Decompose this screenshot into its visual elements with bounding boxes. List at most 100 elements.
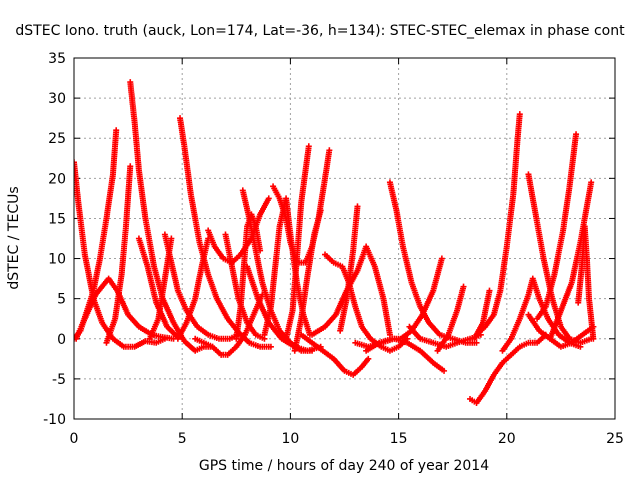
marker-trail: [145, 265, 159, 304]
marker-trail: [343, 368, 354, 377]
marker-trail: [418, 349, 435, 365]
series-6: [135, 235, 181, 341]
marker-trail: [491, 289, 503, 316]
marker-trail: [112, 273, 125, 320]
marker-trail: [175, 289, 189, 312]
marker-trail: [380, 344, 391, 353]
marker-trail: [492, 361, 505, 377]
y-tick-label: 10: [48, 252, 66, 268]
x-tick-label: 15: [390, 431, 408, 447]
series-24: [309, 243, 393, 338]
marker-trail: [268, 265, 278, 308]
marker-trail: [560, 340, 573, 349]
marker-trail: [525, 173, 538, 212]
y-tick-label: 15: [48, 211, 66, 227]
marker-trail: [240, 189, 252, 220]
data-point: [74, 159, 77, 166]
marker-trail: [283, 217, 293, 244]
marker-trail: [126, 313, 141, 329]
chart-title: dSTEC Iono. truth (auck, Lon=174, Lat=-3…: [15, 23, 625, 39]
marker-trail: [168, 261, 181, 292]
marker-trail: [97, 217, 110, 260]
marker-trail: [497, 245, 510, 292]
marker-trail: [90, 257, 103, 292]
x-axis-label: GPS time / hours of day 240 of year 2014: [199, 458, 489, 474]
marker-trail: [566, 133, 579, 188]
marker-trail: [182, 339, 197, 353]
marker-trail: [332, 260, 344, 269]
data-point: [365, 355, 372, 362]
marker-trail: [298, 273, 311, 320]
marker-trail: [298, 169, 309, 204]
marker-trail: [581, 225, 590, 260]
marker-trail: [254, 332, 266, 341]
marker-trail: [323, 253, 335, 264]
marker-trail: [584, 181, 594, 208]
marker-trail: [548, 337, 563, 349]
marker-trail: [175, 321, 189, 340]
series-2: [74, 127, 120, 342]
marker-trail: [432, 361, 446, 373]
marker-trail: [155, 336, 166, 345]
data-point: [516, 111, 523, 118]
marker-trail: [407, 325, 422, 341]
marker-trail: [103, 173, 116, 220]
marker-trail: [272, 225, 283, 268]
x-tick-label: 0: [70, 431, 79, 447]
series-8: [161, 231, 242, 342]
marker-trail: [518, 340, 530, 349]
series-20: [291, 207, 324, 354]
marker-trail: [517, 293, 531, 320]
marker-trail: [535, 305, 548, 320]
data-point: [588, 179, 595, 186]
marker-trail: [82, 293, 98, 320]
y-tick-label: 20: [48, 171, 66, 187]
marker-trail: [526, 313, 542, 332]
marker-trail: [199, 237, 211, 268]
marker-trail: [226, 345, 238, 357]
y-tick-label: -5: [52, 372, 66, 388]
data-point: [590, 335, 597, 342]
marker-trail: [267, 321, 284, 341]
y-tick-label: 5: [57, 292, 66, 308]
series-10: [174, 235, 212, 342]
marker-trail: [558, 281, 574, 312]
grid: [74, 58, 615, 419]
marker-trail: [332, 357, 347, 373]
marker-trail: [229, 265, 242, 300]
marker-trail: [244, 265, 261, 300]
series-32: [473, 111, 523, 338]
marker-trail: [509, 317, 522, 340]
marker-trail: [184, 297, 198, 324]
marker-trail: [380, 297, 393, 336]
marker-trail: [311, 209, 324, 236]
marker-trail: [360, 357, 370, 369]
y-tick-label: 25: [48, 131, 66, 147]
marker-trail: [181, 145, 194, 196]
marker-trail: [220, 351, 229, 358]
marker-trail: [133, 339, 147, 349]
marker-trail: [137, 324, 153, 337]
marker-trail: [400, 245, 415, 284]
marker-trail: [142, 217, 157, 268]
marker-trail: [475, 325, 487, 337]
marker-trail: [147, 317, 161, 340]
marker-trail: [435, 333, 451, 352]
marker-trail: [454, 285, 466, 312]
marker-trail: [127, 81, 138, 124]
marker-trail: [118, 225, 129, 276]
marker-trail: [237, 265, 247, 308]
marker-trail: [271, 185, 282, 200]
marker-trail: [292, 317, 304, 352]
marker-trail: [323, 313, 338, 329]
plot-border: [73, 57, 616, 420]
marker-trail: [155, 277, 168, 320]
marker-trail: [365, 340, 381, 353]
marker-trail: [192, 265, 205, 300]
series-31: [471, 287, 493, 342]
marker-trail: [131, 121, 142, 172]
marker-trail: [372, 265, 386, 300]
marker-trail: [253, 225, 263, 252]
marker-trail: [350, 205, 361, 252]
